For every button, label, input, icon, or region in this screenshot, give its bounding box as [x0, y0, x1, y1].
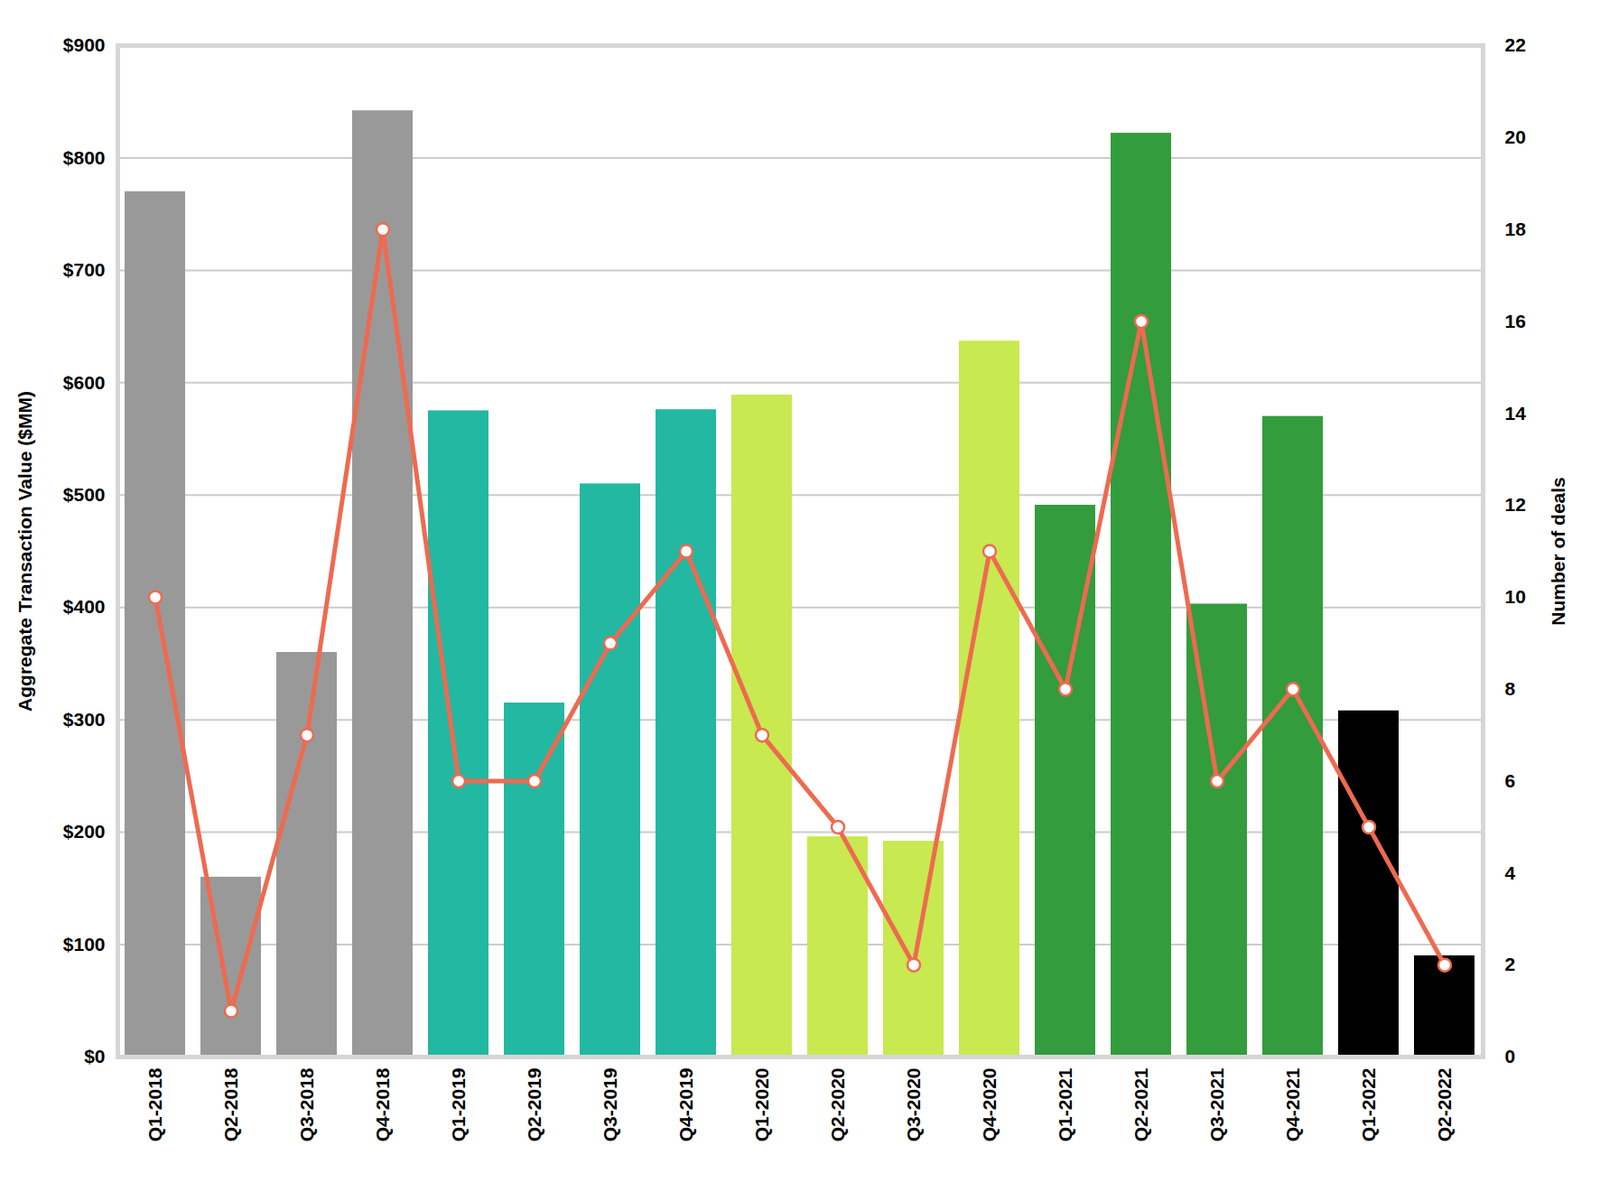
svg-text:2: 2: [1505, 953, 1517, 975]
svg-text:14: 14: [1505, 401, 1527, 423]
svg-text:Q3-2021: Q3-2021: [1206, 1067, 1228, 1142]
svg-text:8: 8: [1505, 678, 1517, 699]
svg-text:22: 22: [1505, 34, 1526, 56]
svg-text:$600: $600: [63, 372, 106, 393]
svg-text:$100: $100: [63, 933, 106, 955]
svg-text:Q1-2018: Q1-2018: [144, 1067, 166, 1142]
svg-text:Q4-2020: Q4-2020: [978, 1068, 1000, 1143]
svg-text:Q1-2021: Q1-2021: [1054, 1067, 1076, 1142]
svg-text:Q2-2021: Q2-2021: [1130, 1067, 1152, 1142]
svg-text:Aggregate Transaction Value ($: Aggregate Transaction Value ($MM): [14, 390, 36, 712]
svg-text:0: 0: [1505, 1045, 1517, 1067]
svg-text:Q4-2019: Q4-2019: [675, 1068, 697, 1143]
svg-text:Q2-2018: Q2-2018: [220, 1067, 242, 1142]
svg-text:6: 6: [1505, 770, 1517, 791]
svg-text:Q2-2019: Q2-2019: [523, 1068, 545, 1143]
svg-text:$800: $800: [63, 147, 106, 168]
svg-text:$500: $500: [63, 483, 106, 505]
svg-text:$200: $200: [63, 820, 106, 842]
svg-text:16: 16: [1505, 310, 1526, 332]
svg-text:Q3-2020: Q3-2020: [902, 1068, 924, 1143]
svg-text:$900: $900: [63, 34, 106, 56]
svg-text:Q1-2019: Q1-2019: [447, 1068, 469, 1143]
svg-text:Number of deals: Number of deals: [1547, 476, 1569, 626]
svg-text:$400: $400: [63, 595, 106, 617]
svg-text:Q4-2018: Q4-2018: [372, 1067, 393, 1142]
svg-text:10: 10: [1505, 586, 1526, 607]
svg-text:18: 18: [1505, 218, 1527, 240]
svg-text:4: 4: [1505, 862, 1517, 884]
svg-text:$0: $0: [83, 1045, 105, 1067]
svg-text:12: 12: [1505, 493, 1526, 515]
svg-text:Q1-2022: Q1-2022: [1358, 1068, 1379, 1143]
svg-text:20: 20: [1505, 126, 1526, 148]
svg-text:Q2-2020: Q2-2020: [827, 1068, 848, 1143]
svg-text:Q4-2021: Q4-2021: [1282, 1067, 1303, 1142]
svg-text:Q2-2022: Q2-2022: [1433, 1068, 1455, 1143]
svg-text:Q3-2018: Q3-2018: [296, 1067, 317, 1142]
svg-text:$300: $300: [63, 708, 106, 730]
svg-text:Q3-2019: Q3-2019: [599, 1068, 621, 1143]
svg-text:$700: $700: [63, 259, 106, 280]
svg-text:Q1-2020: Q1-2020: [751, 1068, 773, 1143]
